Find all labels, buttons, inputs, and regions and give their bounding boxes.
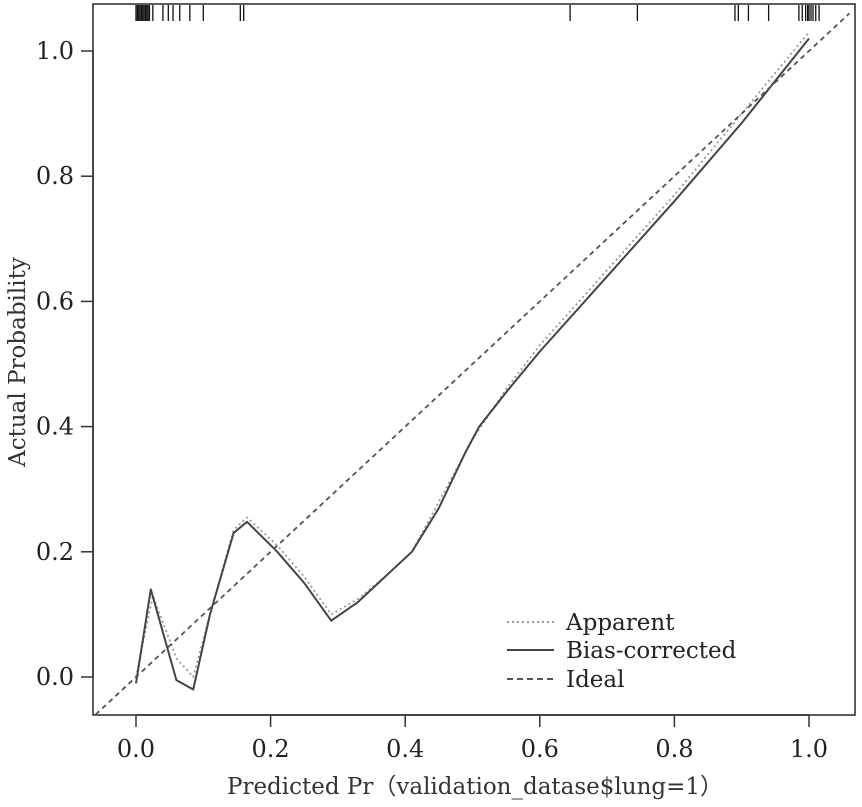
- x-axis: 0.0 0.2 0.4 0.6 0.8 1.0: [117, 714, 828, 763]
- y-axis-title: Actual Probability: [5, 257, 31, 468]
- series-line-ideal: [94, 12, 851, 715]
- x-tick-label: 0.6: [521, 735, 559, 763]
- series-line-apparent: [135, 31, 810, 678]
- y-tick-label: 0.4: [36, 413, 74, 441]
- legend: Apparent Bias-corrected Ideal: [507, 610, 737, 693]
- legend-label-apparent: Apparent: [565, 610, 675, 636]
- series-line-bias-corrected: [135, 37, 810, 691]
- plot-frame: [92, 3, 856, 716]
- y-tick-label: 0.8: [36, 162, 74, 190]
- series-lines: [94, 12, 851, 715]
- x-tick-label: 0.2: [252, 735, 290, 763]
- x-tick-label: 0.0: [117, 735, 155, 763]
- legend-label-bias-corrected: Bias-corrected: [566, 638, 737, 664]
- y-tick-label: 1.0: [36, 37, 74, 65]
- x-tick-label: 0.8: [655, 735, 693, 763]
- y-tick-label: 0.2: [36, 538, 74, 566]
- legend-label-ideal: Ideal: [566, 667, 625, 693]
- x-tick-label: 1.0: [790, 735, 828, 763]
- x-tick-label: 0.4: [386, 735, 424, 763]
- y-tick-label: 0.6: [36, 287, 74, 315]
- x-axis-title: Predicted Pr（validation_datase$lung=1）: [227, 774, 723, 800]
- y-tick-label: 0.0: [36, 663, 74, 691]
- rug-marks: [135, 5, 820, 21]
- y-axis: 0.0 0.2 0.4 0.6 0.8 1.0: [36, 37, 94, 691]
